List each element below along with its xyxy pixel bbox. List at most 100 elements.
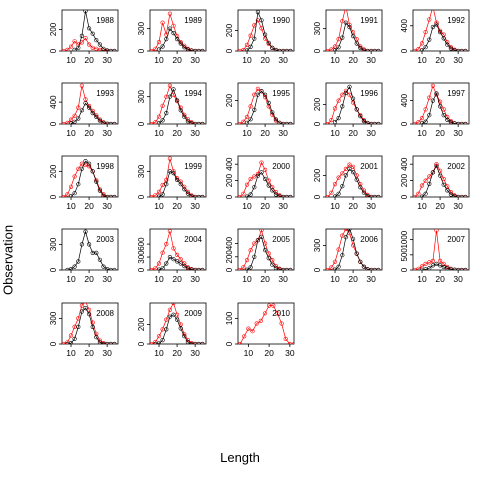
observed-point [332,48,338,51]
predicted-point [153,193,158,197]
observed-point [343,90,349,95]
observed-line [246,171,291,197]
observed-point [76,182,81,187]
x-tick-label: 30 [453,128,463,138]
y-tick-label: 100 [225,311,234,325]
predicted-point [68,44,74,49]
observed-point [427,113,432,118]
x-tick-label: 10 [154,274,164,284]
predicted-point [419,41,425,46]
predicted-point [178,257,183,262]
y-tick-label: 300 [137,21,146,35]
observed-point [94,335,99,340]
panel-year-label: 2010 [272,309,290,318]
y-tick-label: 0 [400,121,409,126]
observed-point [438,263,443,268]
predicted-point [238,48,242,51]
predicted-point [336,175,341,180]
plot-area [62,303,117,344]
observed-point [255,10,261,15]
x-tick-label: 30 [190,201,200,211]
predicted-point [413,194,417,197]
observed-point [175,36,180,42]
predicted-point [336,98,341,103]
y-tick-label: 0 [49,341,58,346]
observed-point [372,48,377,51]
observed-point [347,166,352,171]
x-tick-label: 20 [84,274,94,284]
observed-point [182,334,187,339]
observed-point [376,121,381,124]
panel-frame [325,82,383,125]
observed-point [182,187,187,192]
predicted-point [94,46,99,51]
panel-frame [237,228,295,271]
y-tick-label: 0 [313,267,322,272]
observed-point [153,341,158,344]
predicted-point [283,336,288,342]
observed-point [263,32,268,37]
predicted-point [167,307,172,312]
predicted-point [171,246,176,251]
observed-point [86,105,92,110]
predicted-point [336,247,341,252]
observed-point [86,161,92,166]
observed-point [200,194,205,197]
predicted-point [84,303,87,304]
y-tick-label: 300 [49,237,58,251]
observed-point [193,267,198,270]
observed-point [112,267,117,270]
observed-point [463,194,468,197]
observed-point [171,257,176,262]
predicted-point [79,161,84,166]
observed-point [266,40,271,45]
predicted-point [343,229,348,232]
panel-year-label: 1991 [360,16,378,25]
predicted-point [244,182,250,187]
observed-point [189,194,194,197]
observed-point [438,104,443,109]
x-tick-label: 30 [102,128,112,138]
observed-point [263,176,268,182]
observed-line [70,102,115,124]
predicted-point [160,250,165,255]
observed-point [445,188,450,193]
observed-line [334,168,379,197]
observed-point [369,48,374,51]
x-tick-label: 30 [190,274,200,284]
observed-point [90,324,95,330]
predicted-point [255,86,261,91]
x-tick-label: 10 [242,201,252,211]
y-tick-label: 0 [313,121,322,126]
predicted-line [63,37,115,51]
observed-point [358,259,363,264]
predicted-point [156,261,162,266]
panel-frame [149,82,207,125]
x-tick-label: 30 [366,128,376,138]
observed-point [354,251,359,256]
observed-point [448,46,454,51]
panel-year-label: 1994 [184,89,202,98]
predicted-point [156,189,162,194]
x-tick-label: 30 [278,201,288,211]
predicted-point [427,174,432,179]
observed-point [336,264,341,269]
observed-point [369,267,374,270]
predicted-point [156,39,162,45]
predicted-point [248,248,253,253]
plot-area [238,86,293,124]
observed-point [112,121,117,124]
x-tick-label: 20 [435,55,445,65]
plot-area [62,159,117,197]
observed-point [430,263,436,268]
predicted-point [164,317,169,322]
x-tick-label: 30 [278,55,288,65]
x-tick-label: 20 [260,55,270,65]
predicted-point [438,258,443,264]
x-tick-label: 20 [348,274,358,284]
observed-line [421,164,466,197]
predicted-point [238,121,242,124]
